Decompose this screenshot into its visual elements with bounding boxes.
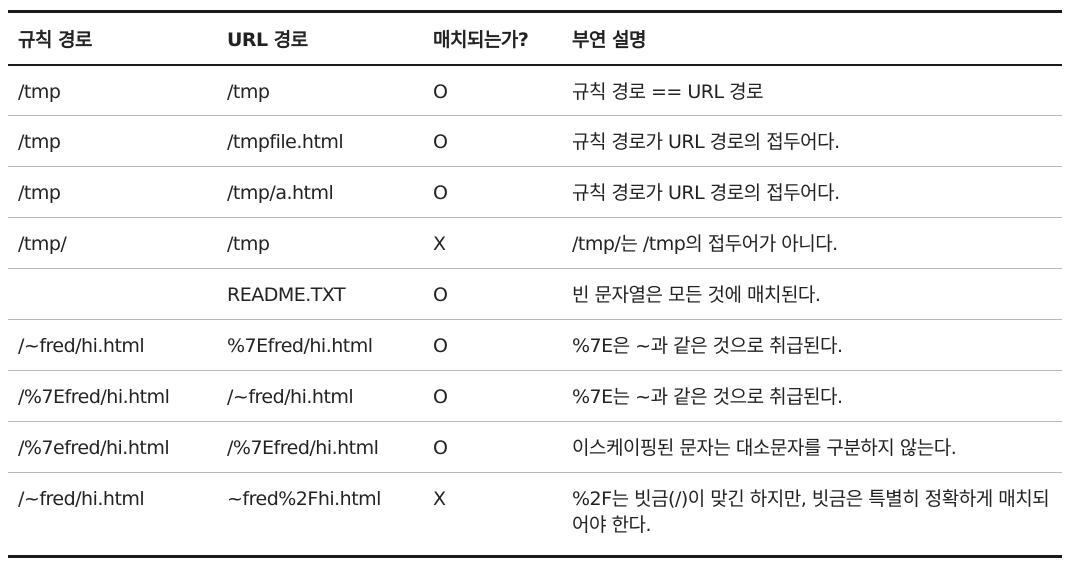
cell-url-path: /tmp (217, 217, 423, 269)
cell-match: O (423, 166, 562, 218)
table-row: /tmp/ /tmp X /tmp/는 /tmp의 접두어가 아니다. (8, 217, 1062, 269)
cell-match: O (423, 319, 562, 371)
cell-rule-path: /%7Efred/hi.html (8, 370, 217, 422)
cell-rule-path: /~fred/hi.html (8, 319, 217, 371)
cell-match: X (433, 488, 446, 510)
cell-description: 빈 문자열은 모든 것에 매치된다. (562, 268, 1062, 320)
cell-url-path: /~fred/hi.html (217, 370, 423, 422)
table-row: /~fred/hi.html ~fred%2Fhi.html X %2F는 빗금… (8, 473, 1062, 557)
cell-description: %2F는 빗금(/)이 맞긴 하지만, 빗금은 특별히 정확하게 매치되어야 한… (572, 488, 1050, 536)
cell-url-path: /tmpfile.html (217, 115, 423, 167)
table-header-row: 규칙 경로 URL 경로 매치되는가? 부연 설명 (8, 11, 1062, 66)
robots-path-matching-table: 규칙 경로 URL 경로 매치되는가? 부연 설명 /tmp /tmp O 규칙… (8, 10, 1062, 558)
table-row: /%7efred/hi.html /%7Efred/hi.html O 이스케이… (8, 421, 1062, 473)
cell-description: /tmp/는 /tmp의 접두어가 아니다. (562, 217, 1062, 269)
cell-url-path: ~fred%2Fhi.html (227, 488, 381, 510)
cell-rule-path: /tmp (8, 166, 217, 218)
cell-match: X (423, 217, 562, 269)
cell-match: O (423, 268, 562, 320)
table-row: /tmp /tmp/a.html O 규칙 경로가 URL 경로의 접두어다. (8, 166, 1062, 218)
table-row: /tmp /tmp O 규칙 경로 == URL 경로 (8, 64, 1062, 116)
cell-rule-path: /~fred/hi.html (18, 488, 145, 510)
table-row: /%7Efred/hi.html /~fred/hi.html O %7E는 ~… (8, 370, 1062, 422)
cell-description: %7E은 ~과 같은 것으로 취급된다. (562, 319, 1062, 371)
cell-url-path: /%7Efred/hi.html (217, 421, 423, 473)
cell-description: 규칙 경로 == URL 경로 (562, 64, 1062, 116)
table-row: /~fred/hi.html %7Efred/hi.html O %7E은 ~과… (8, 319, 1062, 371)
cell-rule-path: /%7efred/hi.html (8, 421, 217, 473)
cell-match: O (423, 370, 562, 422)
header-rule-path: 규칙 경로 (8, 11, 217, 66)
cell-rule-path (8, 268, 217, 320)
cell-url-path: %7Efred/hi.html (217, 319, 423, 371)
cell-description: 이스케이핑된 문자는 대소문자를 구분하지 않는다. (562, 421, 1062, 473)
cell-url-path: README.TXT (217, 268, 423, 320)
header-url-path: URL 경로 (217, 11, 423, 66)
cell-rule-path: /tmp (8, 115, 217, 167)
cell-match: O (423, 115, 562, 167)
header-description: 부연 설명 (562, 11, 1062, 66)
cell-description: %7E는 ~과 같은 것으로 취급된다. (562, 370, 1062, 422)
cell-match: O (423, 64, 562, 116)
cell-url-path: /tmp/a.html (217, 166, 423, 218)
cell-rule-path: /tmp/ (8, 217, 217, 269)
table-row: /tmp /tmpfile.html O 규칙 경로가 URL 경로의 접두어다… (8, 115, 1062, 167)
cell-url-path: /tmp (217, 64, 423, 116)
table-row: README.TXT O 빈 문자열은 모든 것에 매치된다. (8, 268, 1062, 320)
cell-match: O (423, 421, 562, 473)
cell-description: 규칙 경로가 URL 경로의 접두어다. (562, 115, 1062, 167)
header-match: 매치되는가? (423, 11, 562, 66)
cell-description: 규칙 경로가 URL 경로의 접두어다. (562, 166, 1062, 218)
cell-rule-path: /tmp (8, 64, 217, 116)
